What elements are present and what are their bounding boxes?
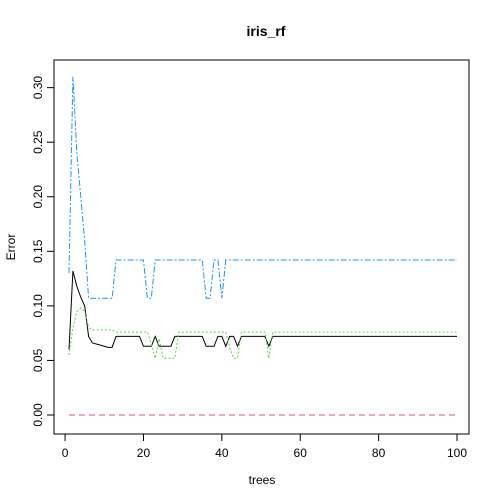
series-line-oob bbox=[68, 270, 457, 350]
x-tick-label: 0 bbox=[62, 446, 69, 460]
series-line-virginica bbox=[68, 76, 457, 299]
x-axis: 0 20 40 60 80 100 bbox=[62, 433, 467, 460]
y-tick-label: 0.10 bbox=[31, 294, 45, 318]
series-line-versicolor bbox=[68, 307, 457, 359]
chart-title: iris_rf bbox=[247, 23, 286, 39]
y-axis: 0.00 0.05 0.10 0.15 0.20 0.25 0.30 bbox=[31, 76, 55, 427]
y-tick-label: 0.00 bbox=[31, 403, 45, 427]
y-tick-label: 0.15 bbox=[31, 239, 45, 263]
y-axis-title: Error bbox=[4, 234, 18, 261]
y-tick-label: 0.30 bbox=[31, 76, 45, 100]
x-tick-label: 20 bbox=[137, 446, 151, 460]
x-tick-label: 40 bbox=[215, 446, 229, 460]
y-tick-label: 0.25 bbox=[31, 130, 45, 154]
x-tick-label: 100 bbox=[447, 446, 467, 460]
plot-frame bbox=[53, 59, 470, 435]
x-tick-label: 60 bbox=[294, 446, 308, 460]
y-tick-label: 0.05 bbox=[31, 348, 45, 372]
y-tick-label: 0.20 bbox=[31, 185, 45, 209]
series-layer bbox=[68, 76, 457, 416]
x-tick-label: 80 bbox=[372, 446, 386, 460]
x-axis-title: trees bbox=[249, 473, 276, 487]
